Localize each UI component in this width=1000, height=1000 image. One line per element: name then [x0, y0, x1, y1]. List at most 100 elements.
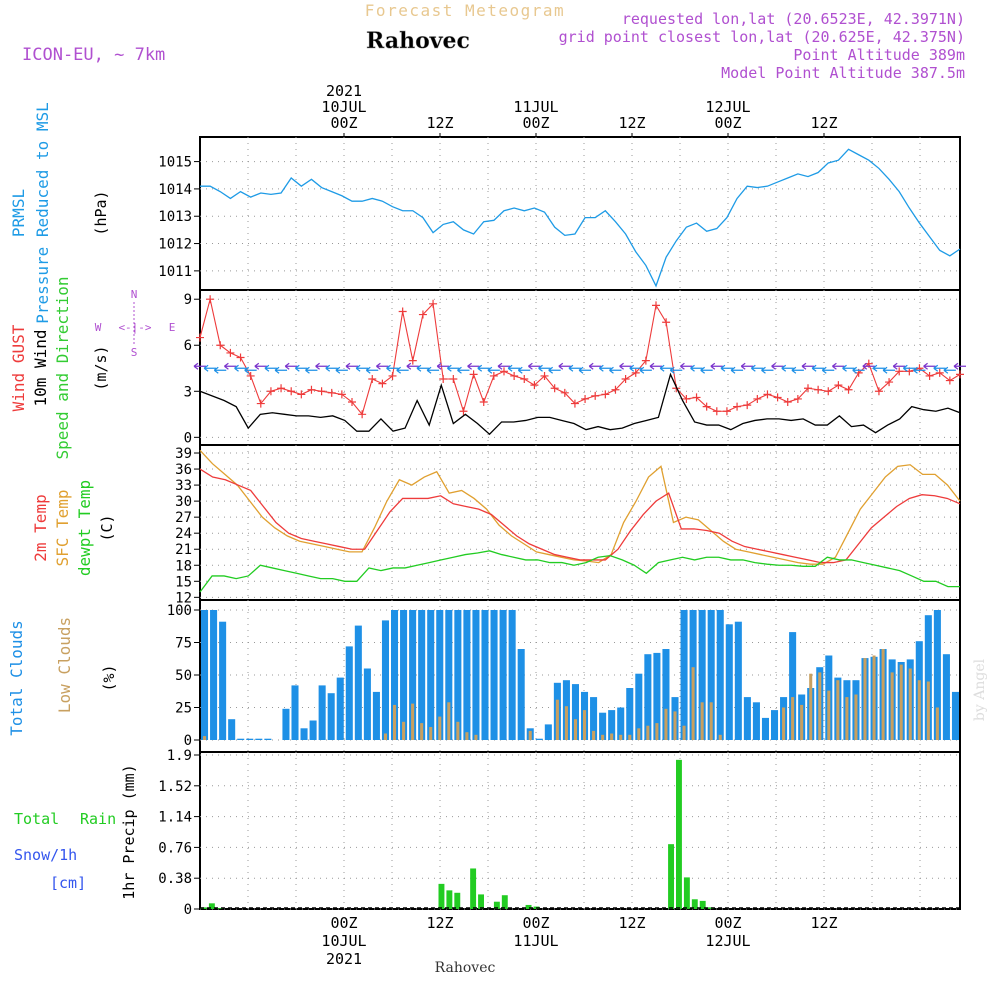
- rain-bar: [216, 908, 223, 909]
- y-tick-label: 0: [184, 902, 192, 918]
- precip-rain-label: Rain: [80, 810, 116, 828]
- total-cloud-bar: [282, 708, 290, 740]
- wind-direction-arrow: [781, 364, 794, 372]
- wind-direction-arrow: [578, 366, 592, 374]
- compass-arrow: <-|->: [118, 321, 151, 334]
- low-cloud-bar: [583, 710, 587, 740]
- gust-marker: [834, 381, 843, 390]
- low-cloud-bar: [393, 704, 397, 740]
- pressure-label-1: PRMSL: [9, 189, 28, 237]
- gust-label: Wind GUST: [9, 324, 28, 411]
- gust-marker: [358, 410, 367, 419]
- low-cloud-bar: [854, 694, 858, 740]
- total-cloud-bar: [372, 691, 380, 740]
- wind-direction-arrow: [923, 362, 936, 370]
- gust-marker: [611, 385, 620, 394]
- total-cloud-bar: [345, 646, 353, 740]
- wind-direction-arrow: [700, 366, 713, 374]
- total-cloud-bar: [201, 610, 209, 740]
- y-tick-label: 27: [175, 510, 192, 526]
- top-time-label: 12Z: [618, 114, 645, 132]
- wind-direction-arrow: [284, 362, 298, 370]
- model-label: ICON-EU, ~ 7km: [22, 45, 165, 65]
- wind-direction-arrow: [376, 362, 389, 370]
- y-tick-label: 1014: [158, 182, 192, 198]
- wind-direction-arrow: [213, 366, 227, 374]
- low-cloud-bar: [447, 702, 451, 740]
- wind-direction-arrow: [892, 362, 906, 370]
- wind-direction-arrow: [720, 364, 733, 372]
- low-cloud-bar: [890, 672, 894, 740]
- gust-marker: [226, 348, 235, 357]
- total-cloud-bar: [725, 624, 733, 740]
- total-cloud-bar: [228, 719, 236, 740]
- total-cloud-bar: [409, 610, 417, 740]
- y-tick-label: 36: [175, 462, 192, 478]
- wind-direction-arrow: [436, 362, 450, 370]
- top-time-label: 11JUL: [513, 98, 558, 116]
- y-tick-label: 1011: [158, 264, 192, 280]
- low-cloud-bar: [709, 702, 713, 740]
- pressure-line: [200, 148, 961, 288]
- low-cloud-bar: [655, 723, 659, 740]
- wind-direction-arrow: [588, 362, 602, 370]
- location-title: Rahovec: [366, 28, 470, 54]
- rain-bar: [525, 904, 532, 909]
- total-cloud-bar: [237, 738, 245, 740]
- wind-label: 10m Wind: [31, 329, 50, 406]
- clouds-ylabel: (%): [100, 664, 118, 691]
- wind-direction-arrow: [872, 364, 885, 372]
- low-cloud-bar: [836, 680, 840, 740]
- wind-direction-arrow: [416, 364, 429, 372]
- low-cloud-bar: [664, 708, 668, 740]
- wind-direction-arrow: [568, 364, 581, 372]
- total-cloud-bar: [309, 720, 317, 740]
- gust-marker: [783, 398, 792, 407]
- gust-marker: [844, 385, 853, 394]
- chart-layer: 1011101210131014101503691215182124273033…: [158, 82, 966, 968]
- wind-direction-arrow: [538, 364, 551, 372]
- dewpt-label: dewpt Temp: [75, 480, 94, 576]
- y-tick-label: 1013: [158, 209, 192, 225]
- low-cloud-bar: [456, 721, 460, 740]
- gust-marker: [388, 371, 397, 380]
- gust-marker: [266, 387, 275, 396]
- low-cloud-bar: [782, 707, 786, 740]
- y-tick-label: 1.9: [167, 748, 192, 764]
- wind-direction-arrow: [639, 366, 652, 374]
- low-cloud-bar: [718, 734, 722, 740]
- bottom-time-label: 2021: [326, 950, 362, 968]
- low-cloud-bar: [601, 734, 605, 740]
- low-cloud-bar: [438, 716, 442, 740]
- wind-direction-arrow: [355, 364, 369, 372]
- wind-direction-arrow: [832, 362, 845, 370]
- total-cloud-bar: [354, 625, 362, 740]
- wind-direction-arrow: [690, 364, 703, 372]
- low-cloud-bar: [383, 733, 387, 740]
- gust-marker: [348, 398, 356, 407]
- total-cloud-bar: [391, 610, 399, 740]
- total-cloud-bar: [680, 610, 688, 740]
- wind-direction-arrow: [497, 362, 510, 370]
- total-cloud-bar: [716, 610, 724, 740]
- total-cloud-bar: [608, 710, 616, 740]
- rain-bar: [676, 759, 682, 909]
- total-cloud-bar: [789, 632, 797, 740]
- gust-marker: [560, 388, 569, 397]
- wind-direction-arrow: [548, 366, 561, 374]
- wind-direction-arrow: [619, 362, 632, 370]
- gust-marker: [469, 370, 478, 379]
- top-time-label: 2021: [326, 82, 362, 100]
- gust-marker: [621, 375, 630, 384]
- wind-direction-arrow: [315, 362, 328, 370]
- total-cloud-bar: [363, 668, 371, 740]
- point-altitude: Point Altitude 389m: [793, 46, 965, 64]
- gust-line: [199, 299, 961, 416]
- wind-speed-line: [199, 372, 961, 436]
- total-cloud-bar: [400, 610, 408, 740]
- rain-bar: [501, 895, 508, 909]
- gust-marker: [429, 299, 438, 308]
- precip-ylabel: 1hr Precip (mm): [120, 764, 138, 899]
- chart-title: Forecast Meteogram: [365, 1, 565, 20]
- gust-marker: [895, 367, 904, 376]
